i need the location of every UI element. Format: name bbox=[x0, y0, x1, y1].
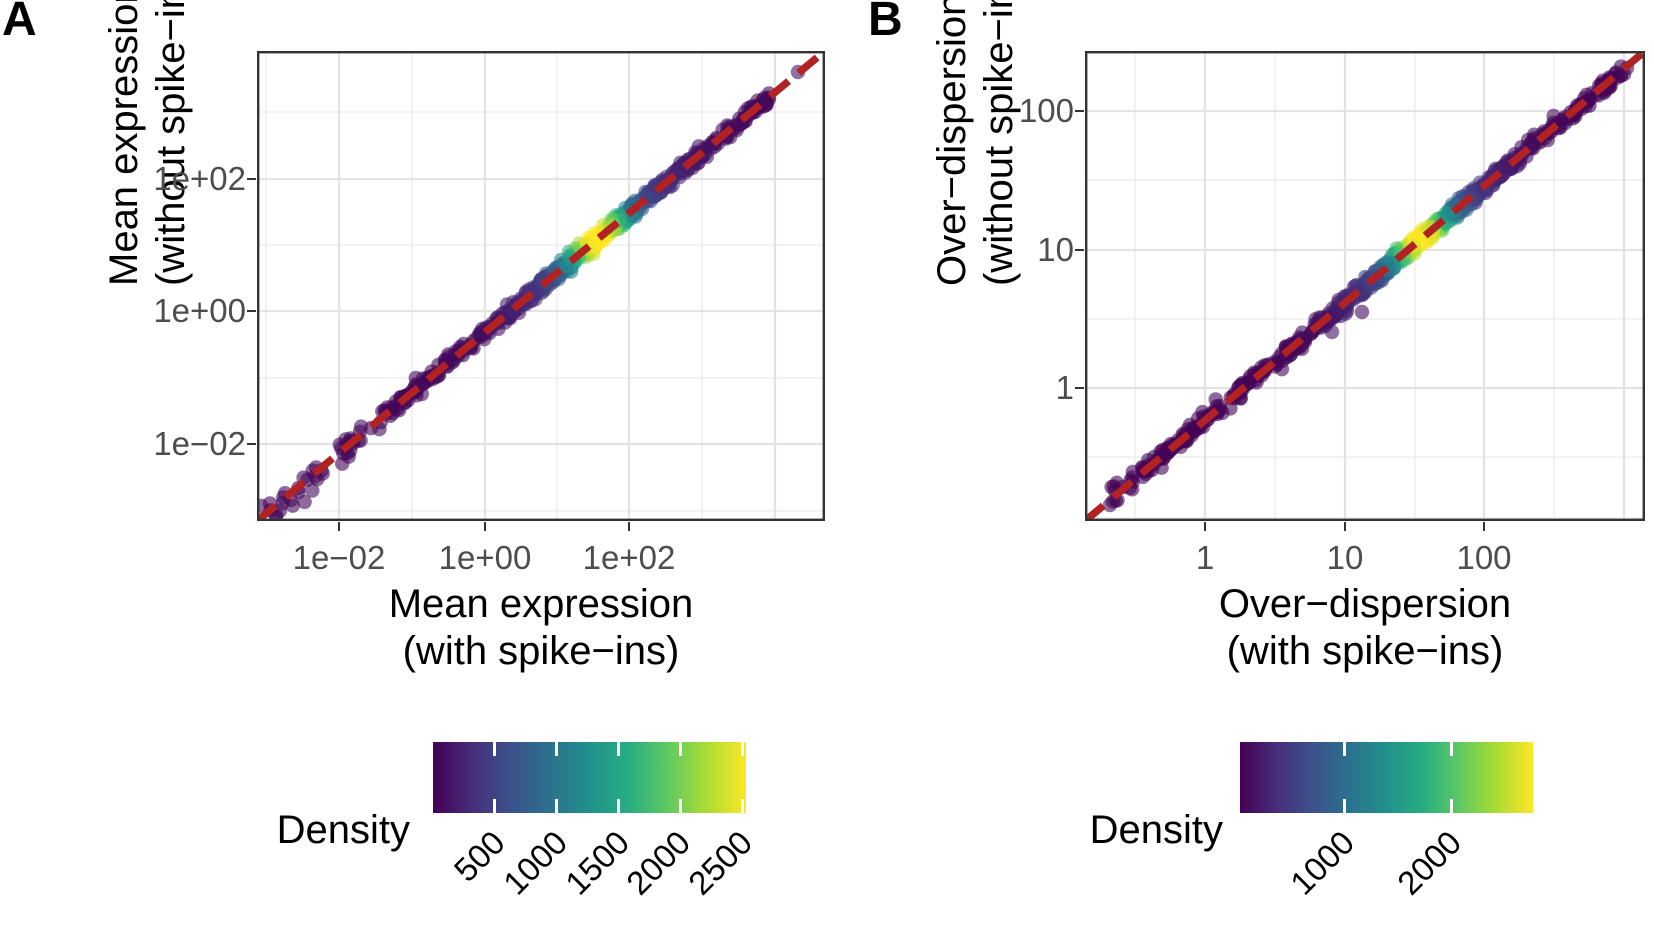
colorbar-tick-mark bbox=[1450, 742, 1454, 756]
y-axis-tick-mark bbox=[247, 309, 256, 313]
colorbar-tick-mark bbox=[1343, 799, 1347, 813]
x-axis-tick-mark bbox=[337, 522, 341, 531]
y-axis-tick-label: 1e−02 bbox=[153, 425, 246, 462]
outlier-point bbox=[1102, 497, 1118, 513]
x-axis-tick-mark bbox=[1343, 522, 1347, 531]
panel-a-legend-title: Density bbox=[276, 808, 410, 852]
panel-a-plot-area bbox=[257, 51, 825, 526]
panel-a-x-axis-title: Mean expression (with spike−ins) bbox=[291, 581, 791, 675]
colorbar-tick-mark bbox=[617, 742, 621, 756]
colorbar-tick-mark bbox=[741, 799, 745, 813]
panel-a-density-colorbar bbox=[433, 742, 746, 813]
colorbar-tick-mark bbox=[493, 742, 497, 756]
scatter-point bbox=[1104, 479, 1119, 495]
scatter-point bbox=[1223, 401, 1238, 416]
x-axis-tick-label: 100 bbox=[1456, 539, 1512, 576]
y-axis-tick-label: 1e+02 bbox=[153, 160, 246, 197]
y-axis-tick-mark bbox=[247, 442, 256, 446]
x-axis-tick-mark bbox=[483, 522, 487, 531]
outlier-point bbox=[1354, 304, 1370, 320]
colorbar-tick-mark bbox=[741, 742, 745, 756]
colorbar-tick-mark bbox=[679, 799, 683, 813]
panel-border bbox=[1085, 51, 1645, 522]
x-axis-tick-mark bbox=[1203, 522, 1207, 531]
colorbar-tick-mark bbox=[679, 742, 683, 756]
identity-reference-line bbox=[257, 51, 825, 521]
colorbar-tick-mark bbox=[493, 799, 497, 813]
scatter-plot-svg bbox=[1085, 51, 1645, 522]
scatter-point bbox=[559, 257, 574, 273]
panel-b-plot-area bbox=[1085, 51, 1645, 526]
colorbar-tick-mark bbox=[1450, 799, 1454, 813]
x-axis-tick-mark bbox=[1482, 522, 1486, 531]
panel-b-legend-title: Density bbox=[1089, 808, 1223, 852]
colorbar-tick-mark bbox=[1343, 742, 1347, 756]
x-axis-tick-mark bbox=[627, 522, 631, 531]
colorbar-tick-label: 1000 bbox=[1283, 823, 1362, 902]
colorbar-tick-label: 1500 bbox=[557, 823, 636, 902]
colorbar-tick-label: 2000 bbox=[1390, 823, 1469, 902]
identity-reference-line bbox=[1085, 51, 1645, 521]
y-axis-tick-label: 1 bbox=[1055, 369, 1074, 406]
panel-border bbox=[257, 51, 825, 522]
colorbar-tick-label: 2000 bbox=[619, 823, 698, 902]
y-axis-tick-label: 10 bbox=[1037, 231, 1074, 268]
scatter-point bbox=[1349, 277, 1364, 293]
colorbar-tick-mark bbox=[555, 799, 559, 813]
outlier-point bbox=[1324, 324, 1340, 340]
x-axis-tick-label: 1 bbox=[1195, 539, 1215, 576]
panel-a-letter: A bbox=[2, 0, 37, 46]
scatter-point bbox=[587, 238, 602, 253]
scatter-point bbox=[521, 282, 537, 297]
scatter-point bbox=[1185, 422, 1200, 438]
scatter-point bbox=[1125, 464, 1140, 480]
y-axis-tick-mark bbox=[1075, 386, 1084, 390]
colorbar-tick-label: 1000 bbox=[495, 823, 574, 902]
scatter-point bbox=[305, 483, 320, 498]
panel-b-letter: B bbox=[868, 0, 903, 46]
y-axis-tick-mark bbox=[1075, 109, 1084, 113]
y-axis-tick-label: 1e+00 bbox=[153, 292, 246, 329]
colorbar-tick-mark bbox=[617, 799, 621, 813]
x-axis-tick-label: 1e+02 bbox=[582, 539, 676, 576]
y-axis-tick-label: 100 bbox=[1018, 92, 1074, 129]
y-axis-tick-mark bbox=[1075, 248, 1084, 252]
gridlines-group bbox=[1085, 51, 1645, 521]
panel-b-density-colorbar bbox=[1240, 742, 1533, 813]
x-axis-tick-label: 1e+00 bbox=[438, 539, 532, 576]
scatter-plot-svg bbox=[257, 51, 825, 522]
panel-a-x-title-line2: (with spike−ins) bbox=[402, 629, 680, 673]
y-axis-tick-mark bbox=[247, 177, 256, 181]
panel-b-x-title-line2: (with spike−ins) bbox=[1226, 629, 1504, 673]
panel-b-x-axis-title: Over−dispersion (with spike−ins) bbox=[1115, 581, 1615, 675]
panel-a-x-title-line1: Mean expression bbox=[388, 582, 694, 626]
panel-b-x-title-line1: Over−dispersion bbox=[1218, 582, 1512, 626]
colorbar-tick-label: 2500 bbox=[681, 823, 760, 902]
scatter-point bbox=[1274, 362, 1290, 377]
x-axis-tick-label: 10 bbox=[1326, 539, 1364, 576]
colorbar-tick-mark bbox=[555, 742, 559, 756]
scatter-point bbox=[759, 97, 774, 112]
scatter-point bbox=[297, 494, 312, 510]
gridlines-group bbox=[257, 51, 825, 521]
x-axis-tick-label: 1e−02 bbox=[292, 539, 386, 576]
